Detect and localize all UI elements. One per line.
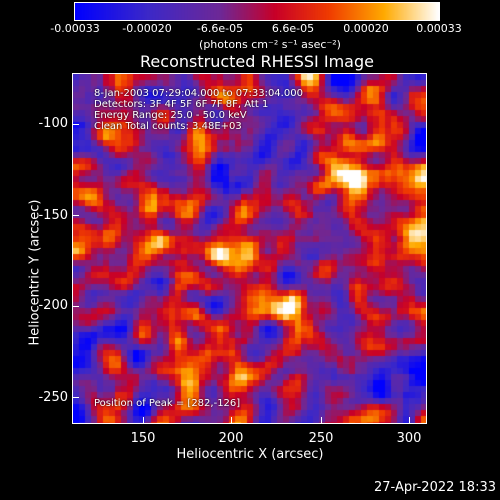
- info-peak-position: Position of Peak = [282,-126]: [94, 398, 241, 409]
- x-tick-mark: [231, 417, 232, 423]
- plot-title: Reconstructed RHESSI Image: [140, 52, 374, 71]
- rhessi-image: [73, 74, 426, 423]
- info-detectors: Detectors: 3F 4F 5F 6F 7F 8F, Att 1: [94, 99, 269, 110]
- colorbar-tick: -0.00020: [122, 22, 172, 35]
- x-axis-label: Heliocentric X (arcsec): [176, 447, 324, 462]
- x-tick-mark: [321, 417, 322, 423]
- y-tick-label: -250: [38, 390, 68, 405]
- y-tick-mark: [73, 124, 79, 125]
- x-tick-label: 250: [308, 431, 334, 446]
- y-tick-label: -200: [38, 298, 68, 313]
- colorbar-units: (photons cm⁻² s⁻¹ asec⁻²): [199, 38, 341, 51]
- colorbar-tick: 0.00033: [416, 22, 462, 35]
- y-tick-label: -100: [38, 116, 68, 131]
- y-tick-mark: [73, 397, 79, 398]
- y-axis-label: Heliocentric Y (arcsec): [27, 199, 43, 346]
- x-tick-label: 150: [130, 431, 156, 446]
- info-total-counts: Clean Total counts: 3.48E+03: [94, 121, 242, 132]
- x-tick-mark: [143, 417, 144, 423]
- y-tick-mark: [73, 215, 79, 216]
- x-tick-mark: [409, 417, 410, 423]
- x-tick-label: 200: [218, 431, 244, 446]
- info-time-range: 8-Jan-2003 07:29:04.000 to 07:33:04.000: [94, 88, 303, 99]
- colorbar-tick: 6.6e-05: [271, 22, 315, 35]
- colorbar: [74, 2, 440, 21]
- colorbar-tick: -0.00033: [50, 22, 100, 35]
- colorbar-tick: 0.00020: [343, 22, 389, 35]
- timestamp: 27-Apr-2022 18:33: [374, 480, 496, 495]
- y-tick-label: -150: [38, 208, 68, 223]
- x-tick-label: 300: [396, 431, 422, 446]
- colorbar-tick: -6.6e-05: [196, 22, 244, 35]
- y-tick-mark: [73, 306, 79, 307]
- heatmap-canvas: [73, 74, 426, 423]
- info-energy-range: Energy Range: 25.0 - 50.0 keV: [94, 110, 247, 121]
